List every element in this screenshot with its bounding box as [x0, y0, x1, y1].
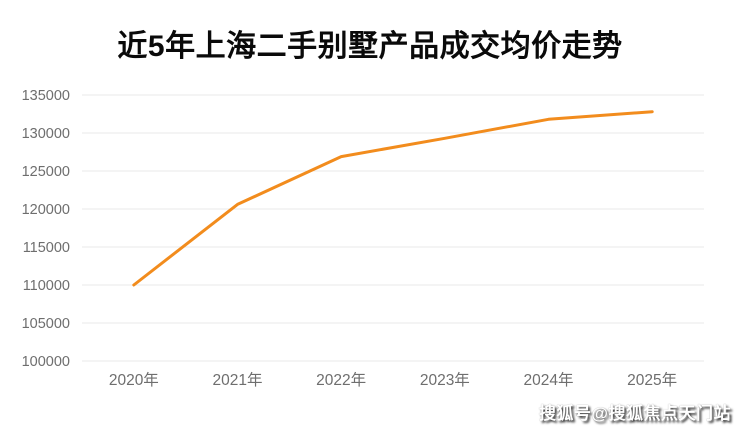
y-axis-tick-label: 105000 [22, 316, 70, 332]
x-axis-tick-label: 2021年 [213, 371, 263, 389]
x-axis-tick-label: 2025年 [627, 371, 677, 389]
y-axis-tick-label: 115000 [23, 240, 70, 256]
y-axis-tick-label: 135000 [22, 88, 70, 104]
watermark: 搜狐号@搜狐焦点天门站 [538, 404, 731, 423]
price-trend-line [132, 110, 654, 287]
x-axis-tick-label: 2022年 [316, 371, 366, 389]
y-axis-tick-label: 110000 [23, 278, 70, 294]
x-axis-tick-label: 2020年 [109, 371, 159, 389]
y-axis-tick-label: 125000 [22, 164, 70, 180]
chart-title: 近5年上海二手别墅产品成交均价走势 [117, 30, 623, 63]
x-axis-tick-label: 2024年 [524, 371, 574, 389]
y-axis-tick-label: 130000 [22, 126, 70, 142]
x-axis-tick-label: 2023年 [420, 371, 470, 389]
y-axis-tick-label: 100000 [22, 354, 70, 370]
y-axis-tick-label: 120000 [22, 202, 70, 218]
